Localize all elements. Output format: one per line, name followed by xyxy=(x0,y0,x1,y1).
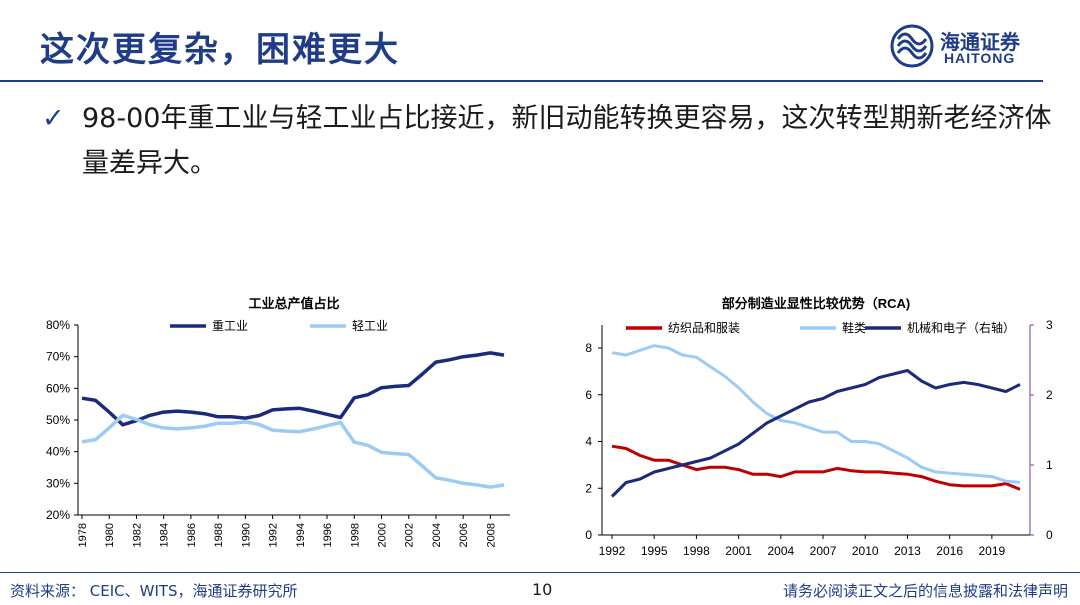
company-logo: 海通证券 HAITONG xyxy=(888,22,1048,70)
legend-label: 轻工业 xyxy=(352,319,388,333)
x-tick-label: 1984 xyxy=(159,523,171,547)
y-tick-label: 70% xyxy=(46,350,70,364)
x-tick-label: 2006 xyxy=(458,523,470,547)
chart-title: 工业总产值占比 xyxy=(248,296,339,311)
x-tick-label: 2004 xyxy=(767,544,794,558)
x-tick-label: 2002 xyxy=(404,523,416,547)
y-tick-label: 2 xyxy=(585,481,592,495)
x-tick-label: 2001 xyxy=(725,544,752,558)
legend-label: 纺织品和服装 xyxy=(668,321,740,335)
chart-title: 部分制造业显性比较优势（RCA) xyxy=(722,296,911,311)
y-tick-label: 60% xyxy=(46,381,70,395)
chart-rca: 部分制造业显性比较优势（RCA) 0 2 4 6 8 0 1 2 3 1992 1995 1998 200… xyxy=(585,296,1053,558)
page-title: 这次更复杂，困难更大 xyxy=(40,30,400,70)
legend-label: 机械和电子（右轴） xyxy=(907,320,1015,335)
haitong-logo-icon xyxy=(890,24,934,68)
x-tick-label: 1986 xyxy=(186,523,198,547)
x-tick-label: 1998 xyxy=(683,544,710,558)
y-tick-label: 40% xyxy=(46,445,70,459)
x-tick-label: 2008 xyxy=(485,523,497,547)
y-tick-label: 80% xyxy=(46,318,70,332)
bullet-text: 98-00年重工业与轻工业占比接近，新旧动能转换更容易，这次转型期新老经济体量差… xyxy=(82,103,1052,179)
x-tick-label: 1978 xyxy=(77,523,89,547)
y-tick-label: 0 xyxy=(585,528,592,542)
legend-label: 鞋类 xyxy=(842,320,866,335)
x-tick-label: 2019 xyxy=(979,544,1006,558)
x-tick-label: 1992 xyxy=(268,523,280,547)
x-tick-label: 2004 xyxy=(431,523,443,547)
footer-source: 资料来源： CEIC、WITS，海通证券研究所 xyxy=(10,582,298,600)
x-tick-label: 1988 xyxy=(213,523,225,547)
y-right-tick-label: 3 xyxy=(1046,318,1053,332)
x-tick-label: 1998 xyxy=(349,523,361,547)
x-tick-label: 1996 xyxy=(322,523,334,547)
y-right-tick-label: 0 xyxy=(1046,528,1053,542)
x-tick-label: 1980 xyxy=(104,523,116,547)
y-right-tick-label: 1 xyxy=(1046,458,1053,472)
x-tick-label: 1994 xyxy=(295,523,307,547)
x-tick-label: 2007 xyxy=(810,544,837,558)
x-tick-label: 1992 xyxy=(599,544,626,558)
title-divider xyxy=(0,80,1043,82)
x-tick-label: 2010 xyxy=(852,544,879,558)
y-right-tick-label: 2 xyxy=(1046,388,1053,402)
series-line-3 xyxy=(610,369,1021,498)
y-tick-label: 30% xyxy=(46,476,70,490)
x-tick-label: 1982 xyxy=(131,523,143,547)
x-tick-label: 2013 xyxy=(894,544,921,558)
y-tick-label: 8 xyxy=(585,341,592,355)
series-line-2 xyxy=(81,413,505,489)
y-tick-label: 20% xyxy=(46,508,70,522)
x-tick-label: 1990 xyxy=(240,523,252,547)
x-tick-label: 1995 xyxy=(641,544,668,558)
x-tick-label: 2000 xyxy=(376,523,388,547)
legend-label: 重工业 xyxy=(212,319,248,333)
bullet-point: ✓ 98-00年重工业与轻工业占比接近，新旧动能转换更容易，这次转型期新老经济体… xyxy=(42,96,1052,186)
logo-chinese-name: 海通证券 xyxy=(940,30,1020,54)
logo-english-name: HAITONG xyxy=(944,50,1016,66)
series-line-1 xyxy=(81,351,505,427)
page-number: 10 xyxy=(532,580,553,599)
footer-disclaimer: 请务必阅读正文之后的信息披露和法律声明 xyxy=(782,582,1068,600)
x-tick-label: 2016 xyxy=(936,544,963,558)
chart-industry-share: 工业总产值占比 20% 30% 40% 50% 60% 70% 80% 1978 1980 1982… xyxy=(46,296,510,547)
y-tick-label: 4 xyxy=(585,435,592,449)
footer-divider xyxy=(0,572,1080,573)
y-tick-label: 50% xyxy=(46,413,70,427)
checkmark-icon: ✓ xyxy=(42,103,65,134)
series-line-2 xyxy=(611,344,1021,484)
y-tick-label: 6 xyxy=(585,388,592,402)
